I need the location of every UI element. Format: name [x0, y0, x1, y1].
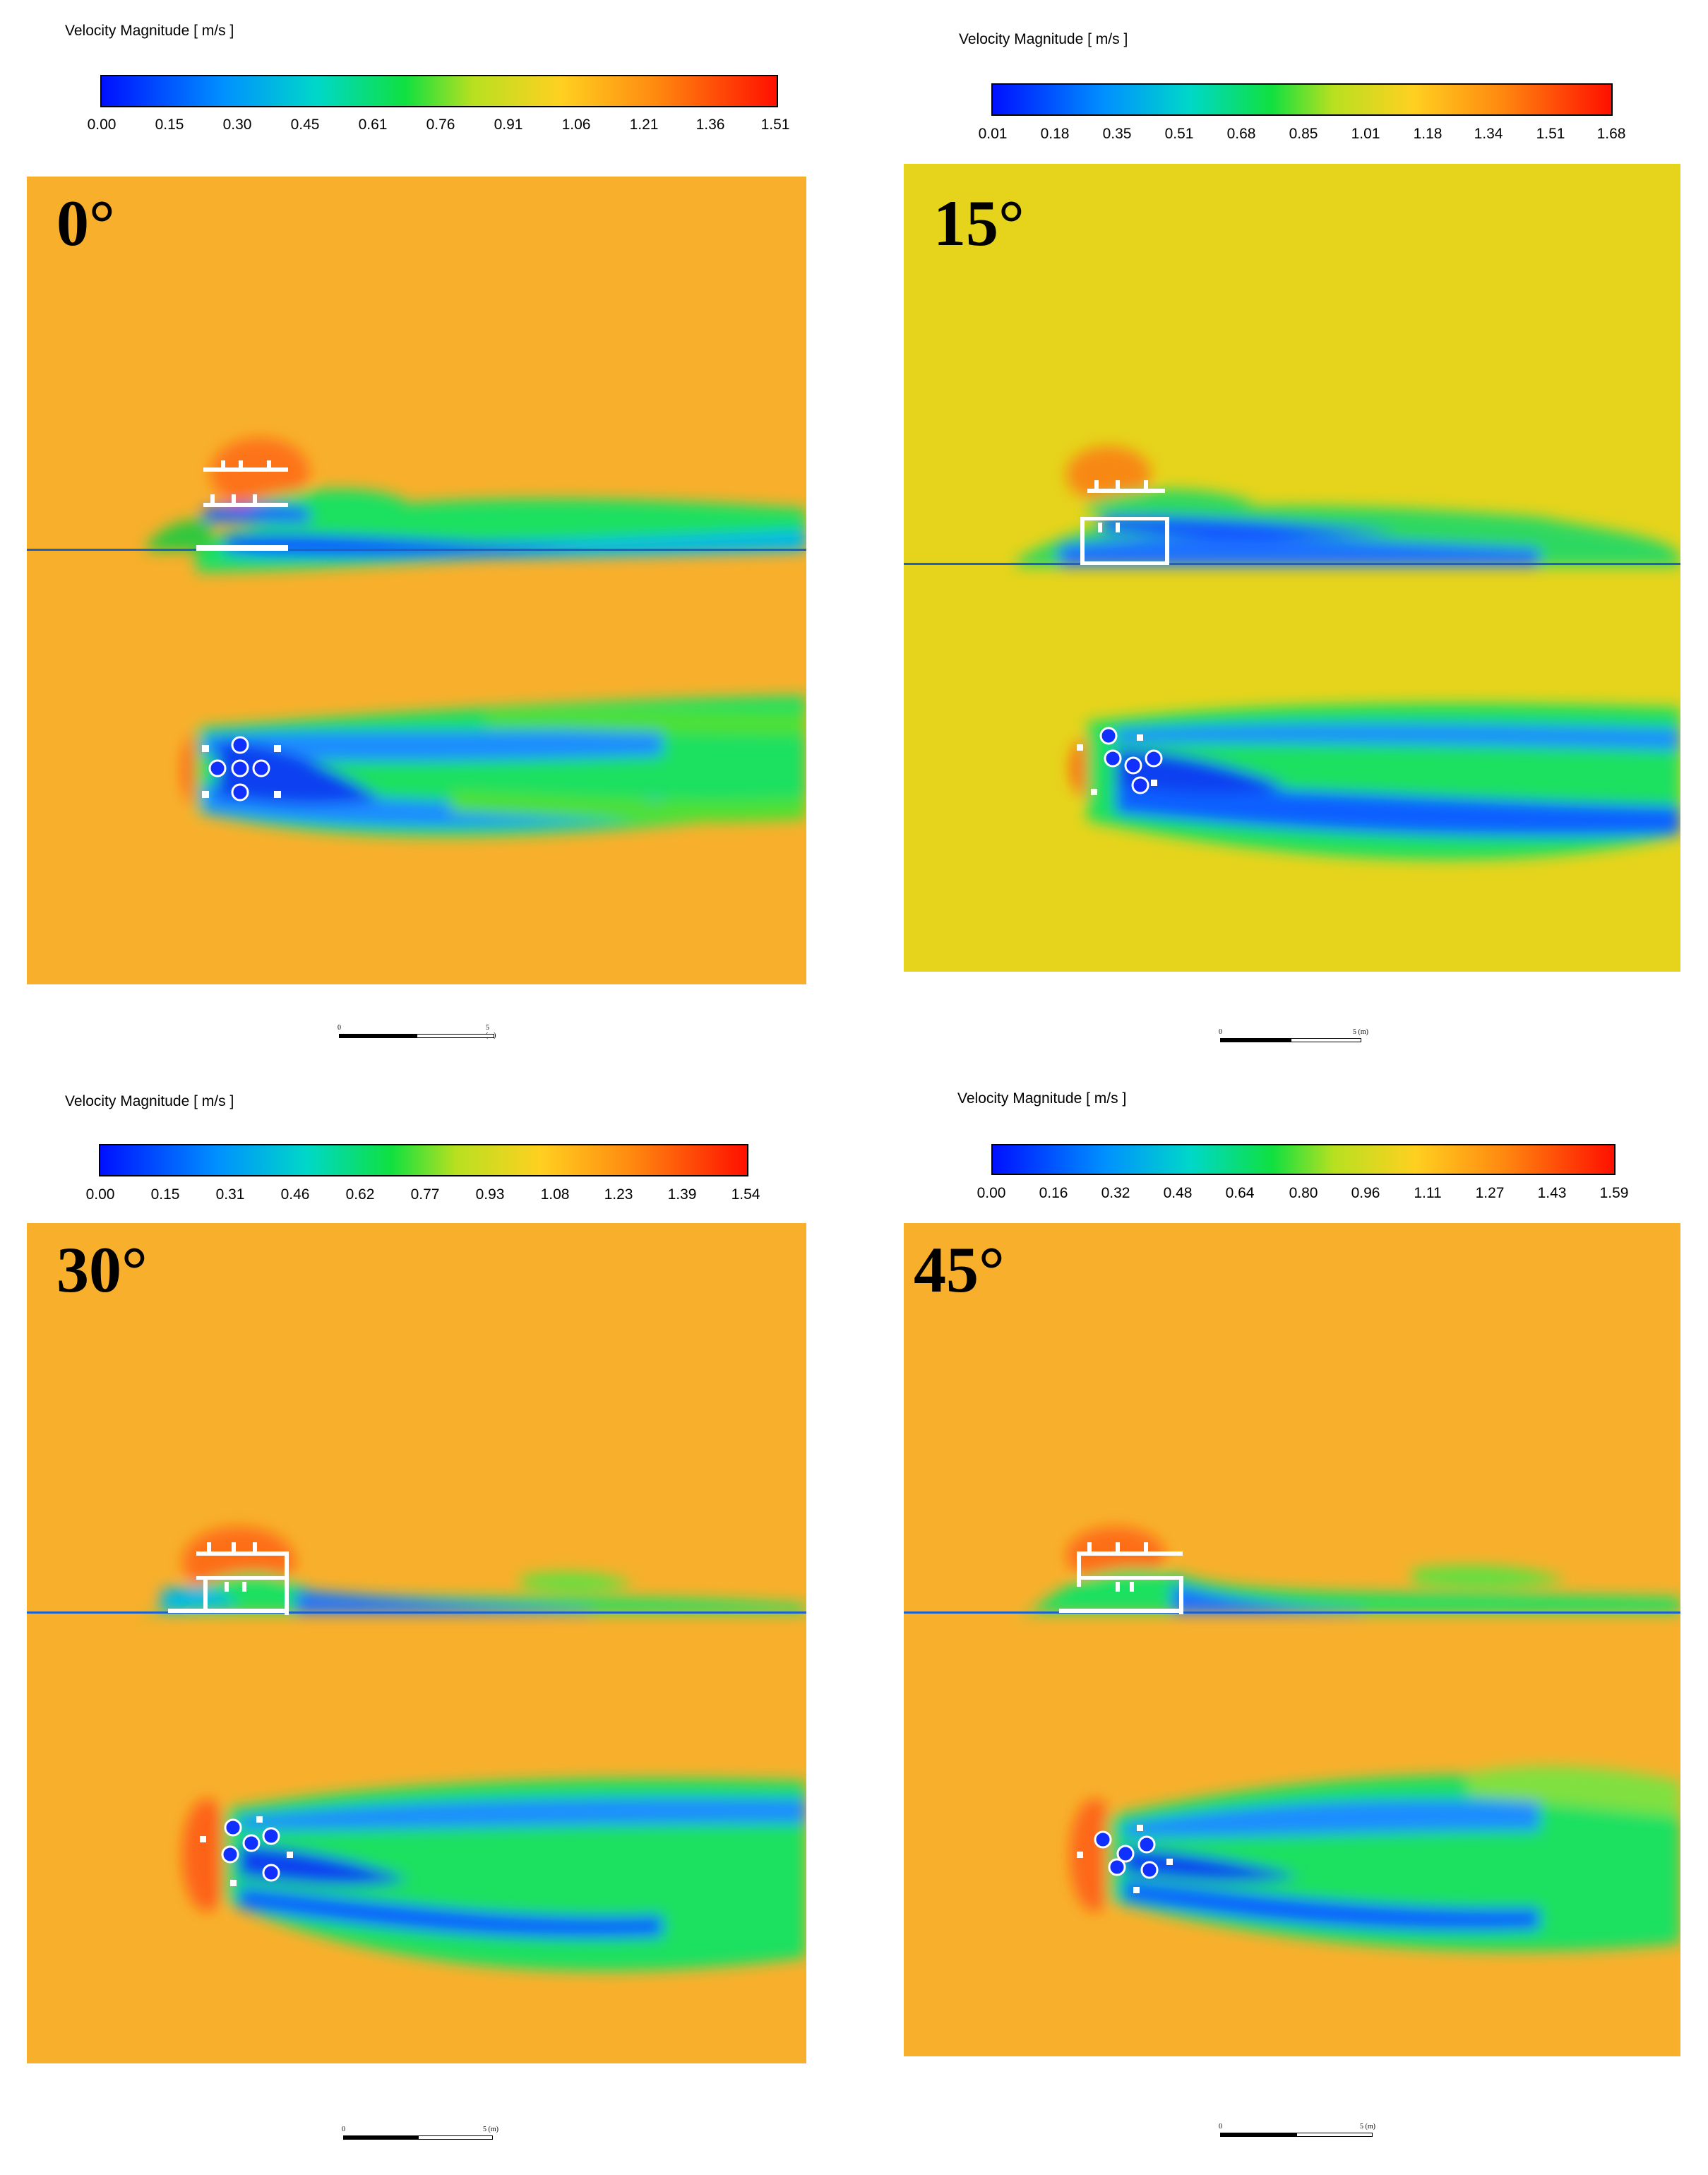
scale-bar-white: [418, 2135, 493, 2140]
colorbar-tick: 1.43: [1537, 1185, 1567, 1201]
angle-label: 45°: [914, 1234, 1005, 1306]
colorbar-tick: 1.36: [695, 117, 725, 133]
colorbar-tick: 0.15: [155, 117, 184, 133]
colorbar-tick: 0.61: [358, 117, 388, 133]
scale-bar-black: [343, 2135, 418, 2140]
scale-end-label: 5 (m): [483, 2126, 498, 2133]
angle-label: 15°: [933, 187, 1025, 259]
velocity-contour-plot: 30°: [27, 1223, 806, 2063]
plan-view: [1070, 703, 1680, 860]
colorbar-tick: 0.80: [1289, 1185, 1318, 1201]
colorbar-tick: 0.62: [345, 1186, 375, 1203]
colorbar-tick: 0.51: [1164, 126, 1194, 142]
scale-bar: 0 5 (m): [342, 2126, 504, 2147]
colorbar-tick: 0.91: [494, 117, 523, 133]
structure-side: [1059, 1542, 1183, 1614]
angle-label: 30°: [56, 1234, 148, 1306]
colorbar-tick: 0.15: [150, 1186, 180, 1203]
pillars-plan: [208, 736, 270, 802]
colorbar-tick: 1.59: [1599, 1185, 1629, 1201]
pillars-plan: [1094, 1830, 1159, 1879]
structure-side: [196, 460, 288, 551]
pillars-plan: [221, 1818, 280, 1882]
colorbar-tick: 1.68: [1596, 126, 1626, 142]
side-view: [147, 1527, 806, 1619]
scale-bar-white: [1296, 2133, 1373, 2137]
colorbar-tick: 1.34: [1474, 126, 1503, 142]
plan-view: [182, 696, 806, 837]
colorbar-title: Velocity Magnitude [ m/s ]: [65, 1093, 234, 1109]
colorbar-tick: 0.01: [978, 126, 1008, 142]
colorbar-tick: 0.77: [410, 1186, 440, 1203]
colorbar: [99, 1144, 748, 1176]
colorbar-tick: 0.85: [1289, 126, 1318, 142]
plan-view: [182, 1778, 806, 1972]
scale-start-label: 0: [1219, 2123, 1222, 2131]
colorbar-tick: 1.06: [561, 117, 591, 133]
side-view: [147, 438, 806, 572]
colorbar-tick: 1.01: [1351, 126, 1380, 142]
scale-end-label: 5 (m): [1353, 1028, 1368, 1036]
colorbar: [100, 75, 778, 107]
velocity-contour-plot: 15°: [904, 164, 1680, 972]
colorbar-tick: 1.54: [731, 1186, 760, 1203]
scale-start-label: 0: [1219, 1028, 1222, 1036]
colorbar-tick: 0.31: [215, 1186, 245, 1203]
colorbar-tick: 0.45: [290, 117, 320, 133]
colorbar-tick: 0.00: [977, 1185, 1006, 1201]
scale-bar-black: [339, 1034, 417, 1038]
side-view: [1017, 446, 1680, 566]
colorbar-title: Velocity Magnitude [ m/s ]: [959, 31, 1128, 47]
colorbar-tick: 0.46: [280, 1186, 310, 1203]
scale-bar-white: [417, 1034, 494, 1038]
colorbar-tick: 1.51: [1536, 126, 1565, 142]
colorbar: [991, 83, 1613, 116]
scale-start-label: 0: [342, 2126, 345, 2133]
scale-bar: 0 5 (m): [338, 1024, 500, 1045]
colorbar-tick: 0.48: [1163, 1185, 1193, 1201]
side-view: [1024, 1527, 1680, 1619]
colorbar-tick: 0.93: [475, 1186, 505, 1203]
colorbar-tick: 0.76: [426, 117, 455, 133]
colorbar-tick: 1.51: [760, 117, 790, 133]
scale-bar-black: [1220, 2133, 1296, 2137]
ground-line: [904, 1611, 1680, 1614]
structure-side: [1080, 480, 1169, 565]
pillars-plan: [1099, 727, 1163, 794]
plan-view: [1070, 1766, 1680, 1952]
colorbar-tick: 0.30: [222, 117, 252, 133]
colorbar-tick: 1.21: [629, 117, 659, 133]
scale-end-label: 5 (m): [1360, 2123, 1375, 2131]
ground-line: [27, 549, 806, 551]
colorbar-tick: 0.64: [1225, 1185, 1255, 1201]
colorbar-tick: 1.11: [1414, 1185, 1442, 1201]
ground-line: [27, 1611, 806, 1614]
colorbar-tick: 1.27: [1475, 1185, 1505, 1201]
colorbar: [991, 1144, 1616, 1175]
scale-bar-black: [1220, 1038, 1291, 1042]
colorbar-title: Velocity Magnitude [ m/s ]: [957, 1090, 1127, 1107]
colorbar-tick: 0.00: [85, 1186, 115, 1203]
colorbar-title: Velocity Magnitude [ m/s ]: [65, 23, 234, 39]
ground-line: [904, 563, 1680, 565]
velocity-contour-plot: 0°: [27, 177, 806, 984]
colorbar-tick: 1.18: [1413, 126, 1443, 142]
angle-label: 0°: [56, 187, 115, 259]
colorbar-tick: 0.18: [1040, 126, 1070, 142]
colorbar-tick: 0.96: [1351, 1185, 1380, 1201]
scale-start-label: 0: [338, 1024, 341, 1032]
colorbar-tick: 1.39: [667, 1186, 697, 1203]
velocity-contour-plot: 45°: [904, 1223, 1680, 2056]
colorbar-tick: 1.23: [604, 1186, 633, 1203]
scale-bar: 0 5 (m): [1219, 1028, 1381, 1049]
colorbar-tick: 0.16: [1039, 1185, 1068, 1201]
colorbar-tick: 0.68: [1226, 126, 1256, 142]
structure-side: [168, 1542, 289, 1615]
scale-bar: 0 5 (m): [1219, 2123, 1381, 2144]
scale-bar-white: [1291, 1038, 1361, 1042]
colorbar-tick: 0.00: [87, 117, 117, 133]
colorbar-tick: 0.35: [1102, 126, 1132, 142]
colorbar-tick: 1.08: [540, 1186, 570, 1203]
colorbar-tick: 0.32: [1101, 1185, 1130, 1201]
